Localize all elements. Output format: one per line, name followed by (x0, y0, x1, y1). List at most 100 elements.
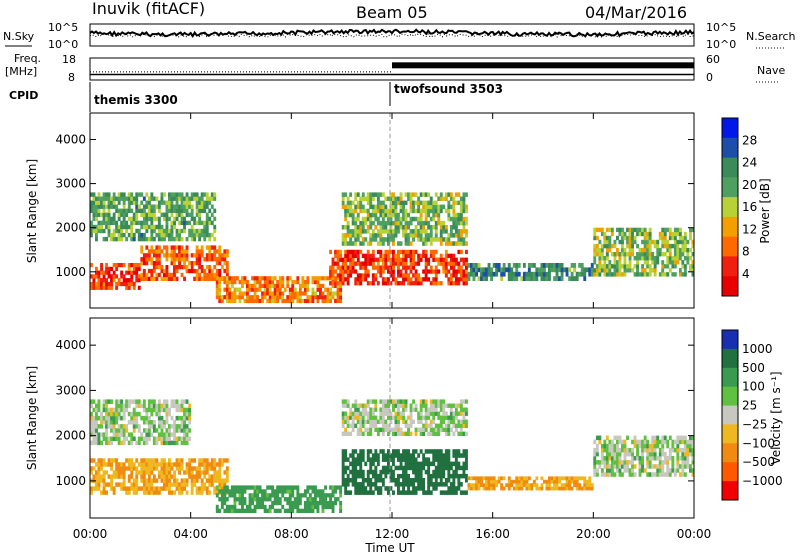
velocity-echo-cell (613, 456, 617, 461)
power-echo-cell (165, 212, 169, 217)
velocity-echo-cell (95, 432, 98, 437)
velocity-echo-cell (434, 453, 438, 458)
power-echo-cell (152, 228, 156, 234)
velocity-echo-cell (424, 411, 428, 416)
power-echo-cell (588, 271, 592, 277)
power-echo-cell (173, 216, 176, 222)
power-echo-cell (427, 208, 431, 214)
power-echo-cell (102, 278, 106, 283)
velocity-echo-cell (359, 419, 363, 424)
power-echo-cell (198, 208, 202, 213)
velocity-echo-cell (122, 424, 126, 429)
velocity-echo-cell (341, 457, 345, 462)
power-echo-cell (152, 261, 156, 266)
velocity-echo-cell (135, 420, 139, 425)
power-echo-cell (334, 269, 337, 274)
velocity-echo-cell (163, 482, 166, 487)
power-echo-cell (173, 204, 176, 209)
velocity-echo-cell (550, 476, 554, 481)
power-echo-cell (681, 264, 685, 269)
velocity-echo-cell (173, 474, 176, 479)
power-echo-cell (213, 236, 217, 242)
power-echo-cell (233, 291, 237, 296)
power-echo-cell (389, 196, 393, 201)
power-echo-cell (288, 287, 292, 292)
velocity-echo-cell (610, 472, 614, 477)
power-echo-cell (306, 295, 310, 300)
power-echo-cell (291, 287, 295, 292)
power-echo-cell (371, 192, 375, 197)
power-echo-cell (334, 291, 337, 296)
power-echo-cell (593, 256, 597, 261)
power-echo-cell (404, 192, 408, 197)
velocity-echo-cell (631, 460, 634, 465)
power-echo-cell (178, 245, 181, 250)
power-colorbar-swatch (722, 157, 738, 178)
power-echo-cell (349, 192, 353, 197)
power-echo-cell (183, 257, 186, 262)
velocity-echo-cell (394, 403, 398, 408)
power-echo-cell (417, 277, 421, 282)
power-echo-cell (341, 204, 345, 210)
velocity-echo-cell (658, 439, 662, 445)
velocity-echo-cell (130, 462, 134, 467)
velocity-echo-cell (168, 411, 171, 417)
power-echo-cell (329, 269, 332, 274)
power-echo-cell (236, 276, 239, 281)
power-echo-cell (392, 265, 395, 270)
velocity-echo-cell (578, 476, 582, 481)
velocity-echo-cell (220, 493, 224, 498)
power-echo-cell (417, 253, 421, 258)
power-echo-cell (288, 298, 292, 304)
velocity-echo-cell (658, 460, 662, 465)
noise-panel-frame (89, 23, 695, 47)
velocity-echo-cell (651, 472, 655, 477)
power-echo-cell (341, 192, 345, 197)
velocity-echo-cell (195, 490, 199, 495)
velocity-echo-cell (600, 456, 604, 461)
velocity-echo-cell (666, 443, 670, 449)
power-echo-cell (454, 200, 458, 206)
velocity-echo-cell (185, 407, 189, 413)
power-echo-cell (137, 220, 141, 226)
power-echo-cell (170, 276, 174, 281)
velocity-echo-cell (414, 431, 418, 436)
power-echo-cell (100, 220, 103, 226)
power-echo-cell (195, 249, 199, 254)
power-echo-cell (668, 252, 672, 257)
power-echo-cell (432, 204, 436, 210)
velocity-echo-cell (374, 473, 378, 479)
velocity-echo-cell (117, 466, 121, 471)
velocity-echo-cell (319, 493, 322, 498)
velocity-echo-cell (409, 419, 413, 424)
velocity-echo-cell (427, 486, 431, 491)
velocity-echo-cell (434, 423, 438, 428)
velocity-echo-cell (462, 415, 466, 420)
velocity-echo-cell (95, 474, 98, 479)
power-echo-cell (376, 269, 380, 274)
power-echo-cell (92, 196, 96, 201)
power-echo-cell (210, 253, 214, 258)
velocity-echo-cell (374, 478, 378, 483)
power-echo-cell (170, 196, 174, 201)
power-echo-cell (296, 280, 300, 285)
power-echo-cell (173, 257, 176, 262)
power-echo-cell (203, 220, 207, 226)
velocity-echo-cell (616, 451, 619, 457)
power-echo-cell (407, 196, 410, 201)
power-echo-cell (215, 283, 219, 288)
power-echo-cell (195, 253, 199, 258)
power-echo-cell (349, 200, 353, 206)
power-echo-cell (180, 228, 184, 234)
power-colorbar-swatch (722, 216, 738, 238)
power-echo-cell (115, 274, 119, 279)
power-echo-cell (334, 253, 337, 258)
power-echo-cell (183, 253, 186, 258)
power-echo-cell (185, 268, 189, 274)
velocity-colorbar-swatch (722, 462, 738, 482)
power-echo-cell (127, 270, 131, 275)
power-echo-cell (228, 276, 232, 281)
power-echo-cell (447, 192, 451, 197)
power-echo-cell (673, 272, 677, 277)
power-echo-cell (142, 204, 146, 209)
